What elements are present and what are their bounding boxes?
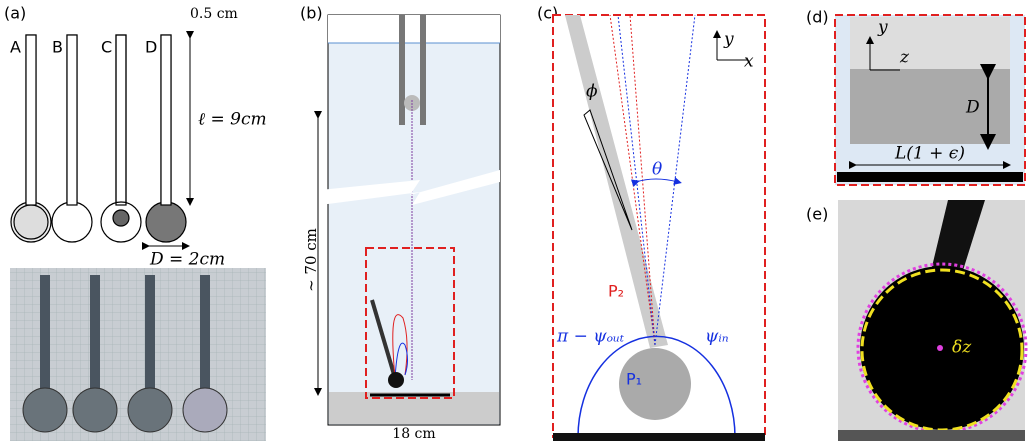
height-label: ~ 70 cm <box>302 228 320 292</box>
panel-c: (c) y x ϕ θ P₂ P₁ π − ψₒᵤₜ ψᵢₙ <box>537 4 766 441</box>
panel-b: (b) ~ 70 cm 18 cm <box>300 4 501 441</box>
panel-label: (e) <box>806 205 828 224</box>
panel-d: (d) y z D L(1 + ϵ) <box>806 8 1026 186</box>
rod-label: D <box>145 38 157 57</box>
angle-in: ψᵢₙ <box>705 327 729 347</box>
panel-label: (d) <box>806 8 829 27</box>
panel-a: (a) A B C D 0.5 cm ℓ = 9cm D = 2cm <box>4 4 267 441</box>
panel-e: (e) δz <box>806 200 1028 441</box>
axis-x: x <box>744 52 754 72</box>
point-p2: P₂ <box>608 282 624 301</box>
length-label: L(1 + ϵ) <box>894 144 965 164</box>
axis-z: z <box>899 48 910 68</box>
panel-label: (b) <box>300 4 323 23</box>
length-label: ℓ = 9cm <box>198 110 267 130</box>
rod-label: C <box>101 38 112 57</box>
rod-label: B <box>52 38 63 57</box>
theta-label: θ <box>652 160 662 180</box>
phi-label: ϕ <box>586 82 598 102</box>
width-label: 0.5 cm <box>190 6 238 22</box>
offset-label: δz <box>952 338 972 358</box>
depth-label: D <box>965 98 980 118</box>
diameter-label: D = 2cm <box>149 250 225 270</box>
axis-y: y <box>877 18 888 38</box>
panel-label: (a) <box>4 4 26 23</box>
rod-label: A <box>10 38 21 57</box>
width-label: 18 cm <box>392 426 435 441</box>
point-p1: P₁ <box>626 370 642 389</box>
axis-y: y <box>723 30 734 50</box>
angle-out: π − ψₒᵤₜ <box>556 327 625 347</box>
